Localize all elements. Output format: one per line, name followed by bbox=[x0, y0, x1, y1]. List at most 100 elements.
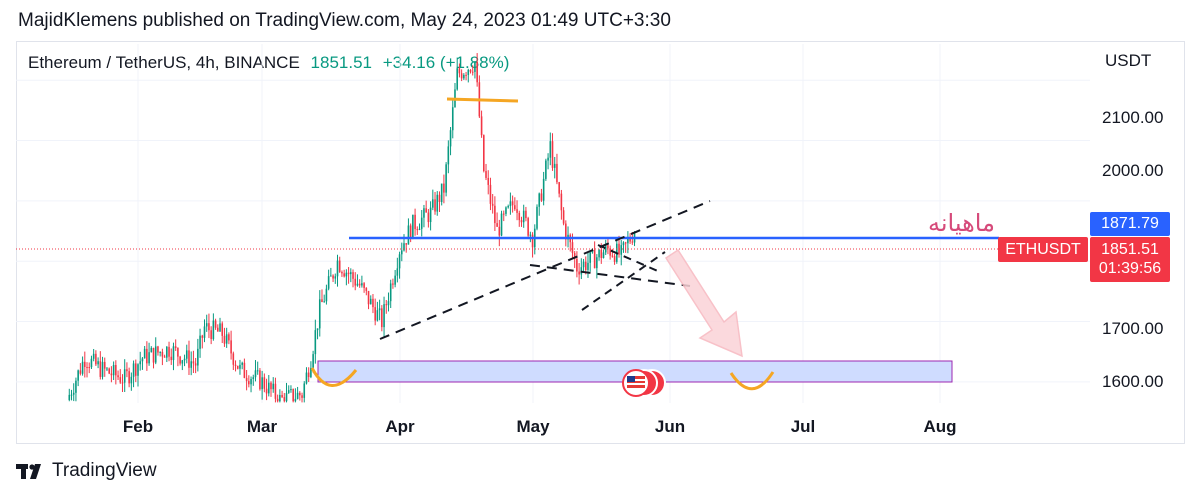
ticker-legend: Ethereum / TetherUS, 4h, BINANCE 1851.51… bbox=[28, 53, 509, 73]
candle-body bbox=[250, 379, 252, 385]
candle-body bbox=[81, 361, 84, 374]
candle-body bbox=[241, 362, 243, 365]
candle-body bbox=[86, 366, 88, 368]
last-price-badge: 1851.51 01:39:56 bbox=[1090, 237, 1170, 282]
candle-body bbox=[367, 290, 370, 305]
candle-body bbox=[183, 358, 186, 361]
candle-body bbox=[578, 271, 580, 275]
candle-body bbox=[622, 242, 625, 246]
candle-body bbox=[121, 382, 124, 384]
candle-body bbox=[212, 320, 215, 340]
candle-body bbox=[223, 335, 226, 344]
candle-body bbox=[445, 164, 447, 193]
candle-body bbox=[239, 364, 241, 369]
candle-body bbox=[321, 299, 323, 303]
candle-body bbox=[356, 283, 359, 286]
candle-body bbox=[318, 299, 321, 329]
candle-body bbox=[392, 283, 394, 285]
candle-body bbox=[285, 392, 288, 402]
x-tick-may: May bbox=[516, 417, 550, 436]
candle-body bbox=[95, 353, 97, 365]
candle-body bbox=[471, 71, 474, 73]
candle-body bbox=[387, 301, 390, 306]
candle-body bbox=[363, 283, 365, 288]
candle-body bbox=[350, 272, 352, 275]
candle-body bbox=[161, 351, 164, 357]
candle-body bbox=[518, 212, 521, 221]
tradingview-icon bbox=[16, 464, 41, 479]
x-tick-jul: Jul bbox=[790, 417, 816, 436]
candle-body bbox=[314, 330, 317, 355]
candle-body bbox=[451, 107, 454, 131]
candle-body bbox=[283, 397, 286, 402]
candle-body bbox=[540, 193, 543, 201]
candle-body bbox=[525, 210, 527, 219]
candle-body bbox=[103, 361, 106, 369]
candle-body bbox=[79, 370, 82, 374]
candle-body bbox=[265, 388, 268, 394]
candle-body bbox=[172, 346, 175, 361]
candle-body bbox=[511, 201, 514, 206]
candle-body bbox=[449, 130, 452, 147]
candle-body bbox=[205, 323, 208, 327]
candle-body bbox=[168, 346, 170, 357]
candle-body bbox=[589, 252, 591, 263]
candle-body bbox=[150, 347, 153, 353]
candle-body bbox=[458, 68, 461, 74]
tradingview-logo[interactable]: TradingView bbox=[16, 460, 157, 482]
candle-body bbox=[352, 272, 354, 279]
candle-body bbox=[438, 194, 441, 202]
candle-body bbox=[529, 234, 532, 236]
candle-body bbox=[507, 206, 509, 208]
candle-body bbox=[117, 375, 119, 378]
candle-body bbox=[214, 320, 217, 328]
candle-body bbox=[110, 373, 113, 376]
candle-body bbox=[261, 377, 263, 390]
candle-body bbox=[547, 157, 549, 161]
candle-body bbox=[496, 223, 498, 227]
candle-body bbox=[409, 225, 412, 239]
candle-body bbox=[491, 203, 494, 206]
candle-body bbox=[199, 335, 201, 349]
candle-body bbox=[99, 361, 102, 377]
candle-body bbox=[294, 398, 297, 402]
candle-body bbox=[166, 346, 168, 358]
candle-body bbox=[141, 358, 144, 362]
candle-body bbox=[146, 348, 148, 364]
candle-body bbox=[225, 334, 228, 344]
candle-body bbox=[217, 327, 219, 332]
candle-body bbox=[551, 141, 554, 168]
candle-body bbox=[542, 178, 545, 201]
candle-body bbox=[228, 334, 230, 341]
candle-body bbox=[310, 367, 312, 378]
candle-body bbox=[609, 248, 611, 256]
candle-body bbox=[323, 301, 325, 303]
candle-body bbox=[77, 370, 79, 381]
candle-body bbox=[341, 272, 343, 274]
currency-label: USDT bbox=[1105, 51, 1152, 70]
economic-event-icon[interactable] bbox=[622, 369, 666, 397]
candle-body bbox=[420, 217, 423, 229]
candle-body bbox=[598, 249, 600, 258]
bottom-arc-right bbox=[729, 371, 775, 391]
candle-body bbox=[316, 328, 319, 331]
candle-body bbox=[465, 74, 467, 76]
candle-body bbox=[427, 212, 430, 223]
candle-body bbox=[467, 69, 470, 75]
candle-body bbox=[372, 298, 374, 308]
candle-body bbox=[219, 323, 221, 332]
candle-body bbox=[245, 377, 248, 382]
projection-arrow bbox=[664, 248, 743, 358]
candle-body bbox=[505, 207, 507, 214]
candle-body bbox=[345, 272, 348, 277]
candle-body bbox=[403, 243, 405, 251]
symbol-tag: ETHUSDT bbox=[998, 237, 1088, 262]
y-tick-1600: 1600.00 bbox=[1102, 372, 1164, 391]
candle-body bbox=[514, 205, 516, 210]
candle-body bbox=[536, 206, 538, 229]
candle-body bbox=[292, 389, 294, 402]
candle-body bbox=[137, 364, 139, 376]
candle-body bbox=[134, 363, 137, 376]
candle-body bbox=[248, 381, 250, 385]
